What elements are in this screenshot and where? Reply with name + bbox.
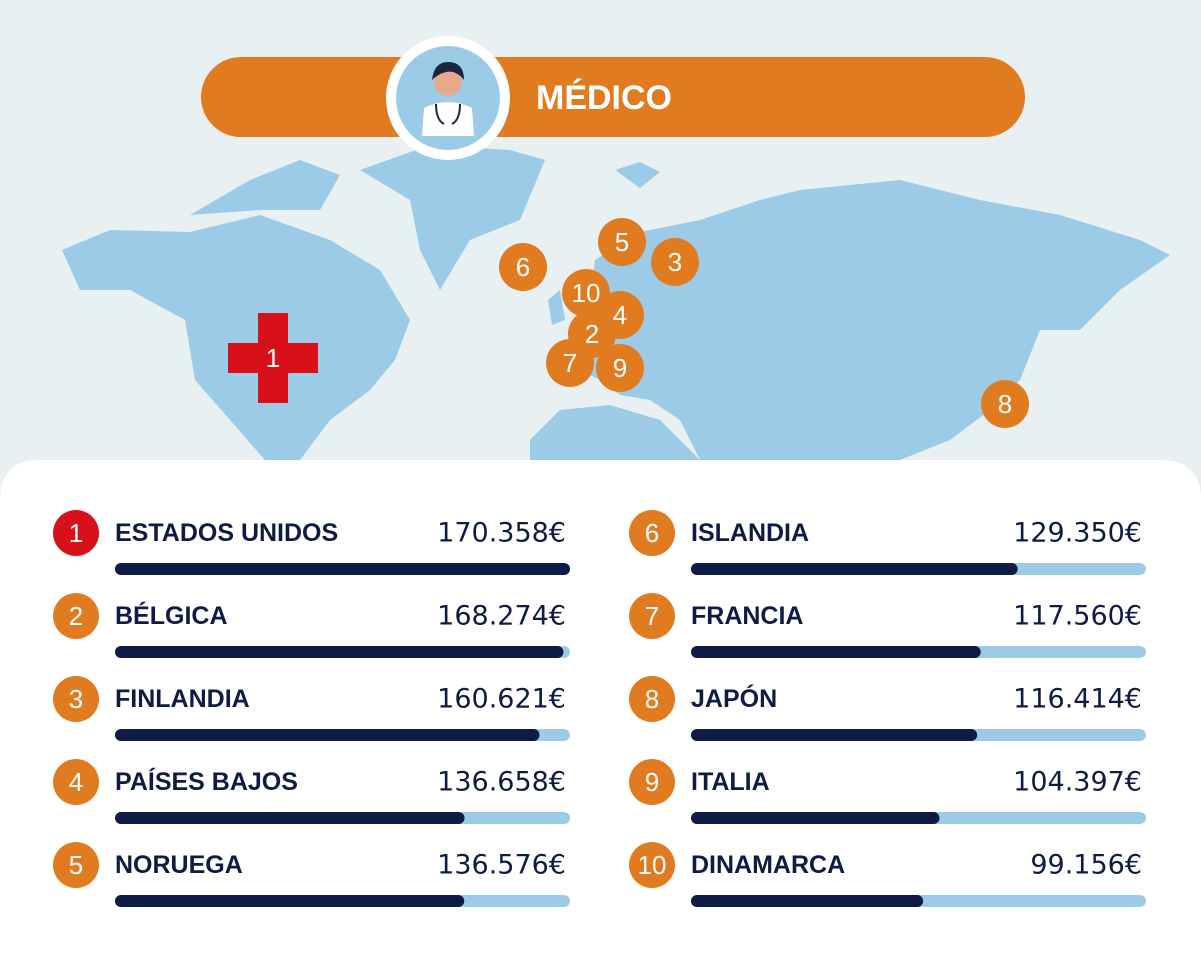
country-name: DINAMARCA xyxy=(691,851,845,879)
map-marker xyxy=(562,269,610,317)
bar xyxy=(691,563,1018,575)
bar xyxy=(691,895,924,907)
map-rank: 3 xyxy=(668,247,682,277)
value-label: 116.414€ xyxy=(1013,684,1142,715)
value-label: 168.274€ xyxy=(437,601,566,632)
map-rank: 7 xyxy=(563,348,577,378)
map-rank: 8 xyxy=(998,389,1012,419)
value-label: 160.621€ xyxy=(437,684,566,715)
rank-label: 10 xyxy=(638,850,667,880)
country-name: JAPÓN xyxy=(691,683,777,713)
map-rank: 4 xyxy=(613,300,627,330)
rank-badge xyxy=(629,676,675,722)
bar xyxy=(691,729,978,741)
map-marker xyxy=(596,344,644,392)
rank-badge xyxy=(53,510,99,556)
value-label: 136.658€ xyxy=(437,767,566,798)
country-name: BÉLGICA xyxy=(115,601,228,630)
map-marker xyxy=(499,243,547,291)
bar xyxy=(115,812,465,824)
bar xyxy=(115,646,564,658)
rank-label: 4 xyxy=(69,767,83,797)
list-panel xyxy=(0,460,1201,969)
map-marker xyxy=(598,218,646,266)
rank-label: 9 xyxy=(645,767,659,797)
ranking-list: 1 ESTADOS UNIDOS 170.358€ 2 BÉLGICA 168.274€ 3… xyxy=(53,510,1146,907)
bar xyxy=(691,812,940,824)
rank-badge xyxy=(53,676,99,722)
rank-badge xyxy=(53,759,99,805)
rank-label: 2 xyxy=(69,601,83,631)
map-markers: 1 2 3 4 5 6 7 8 9 10 xyxy=(228,218,1029,428)
map-marker xyxy=(596,291,644,339)
rank-badge xyxy=(53,842,99,888)
bar xyxy=(115,729,540,741)
country-name: FRANCIA xyxy=(691,602,804,630)
chart-title: MÉDICO xyxy=(536,79,672,117)
top-marker-cross xyxy=(228,313,318,403)
bar xyxy=(691,646,981,658)
doctor-icon xyxy=(422,62,474,136)
rank-badge xyxy=(53,593,99,639)
avatar-bg xyxy=(396,46,500,150)
rank-label: 5 xyxy=(69,850,83,880)
rank-label: 8 xyxy=(645,684,659,714)
value-label: 136.576€ xyxy=(437,850,566,881)
rank-label: 6 xyxy=(645,518,659,548)
map-rank: 1 xyxy=(266,343,280,373)
bar xyxy=(115,563,570,575)
value-label: 170.358€ xyxy=(437,518,566,549)
map-rank: 5 xyxy=(615,227,629,257)
country-name: ESTADOS UNIDOS xyxy=(115,519,338,547)
value-label: 117.560€ xyxy=(1013,601,1142,632)
country-name: FINLANDIA xyxy=(115,685,250,713)
map-rank: 9 xyxy=(613,353,627,383)
world-map xyxy=(62,145,1170,460)
map-rank: 2 xyxy=(585,319,599,349)
country-name: NORUEGA xyxy=(115,851,243,879)
map-marker xyxy=(981,380,1029,428)
map-marker xyxy=(546,339,594,387)
map-marker xyxy=(651,238,699,286)
map-rank: 6 xyxy=(516,252,530,282)
value-label: 129.350€ xyxy=(1013,518,1142,549)
value-label: 104.397€ xyxy=(1013,767,1142,798)
country-name: ISLANDIA xyxy=(691,519,809,547)
country-name: ITALIA xyxy=(691,768,770,796)
country-name: PAÍSES BAJOS xyxy=(115,767,298,796)
rank-label: 1 xyxy=(69,518,83,548)
rank-badge xyxy=(629,842,675,888)
rank-badge xyxy=(629,759,675,805)
rank-badge xyxy=(629,510,675,556)
map-rank: 10 xyxy=(572,278,601,308)
rank-label: 7 xyxy=(645,601,659,631)
rank-badge xyxy=(629,593,675,639)
bar xyxy=(115,895,465,907)
rank-label: 3 xyxy=(69,684,83,714)
value-label: 99.156€ xyxy=(1030,850,1142,881)
